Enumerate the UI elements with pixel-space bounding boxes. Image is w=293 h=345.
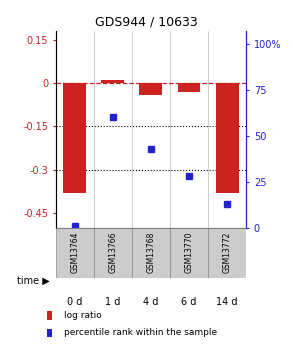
Bar [170, 228, 208, 278]
Text: 6 d: 6 d [181, 297, 197, 307]
Text: 14 d: 14 d [216, 297, 238, 307]
Bar [178, 83, 200, 92]
Text: GSM13770: GSM13770 [185, 232, 193, 274]
Bar [101, 80, 124, 83]
Text: GSM13766: GSM13766 [108, 232, 117, 274]
Text: GSM13764: GSM13764 [70, 232, 79, 274]
Text: GDS944 / 10633: GDS944 / 10633 [95, 16, 198, 29]
Text: 1 d: 1 d [105, 297, 120, 307]
Bar [139, 83, 162, 95]
Text: GSM13768: GSM13768 [146, 232, 155, 273]
Bar [63, 83, 86, 193]
Text: 0 d: 0 d [67, 297, 82, 307]
Text: time ▶: time ▶ [17, 275, 50, 285]
Text: percentile rank within the sample: percentile rank within the sample [64, 328, 218, 337]
Bar [132, 228, 170, 278]
Text: GSM13772: GSM13772 [223, 232, 231, 273]
Text: log ratio: log ratio [64, 311, 102, 320]
Bar [94, 228, 132, 278]
Bar [56, 228, 94, 278]
Bar [208, 228, 246, 278]
Bar [216, 83, 239, 193]
Text: 4 d: 4 d [143, 297, 159, 307]
